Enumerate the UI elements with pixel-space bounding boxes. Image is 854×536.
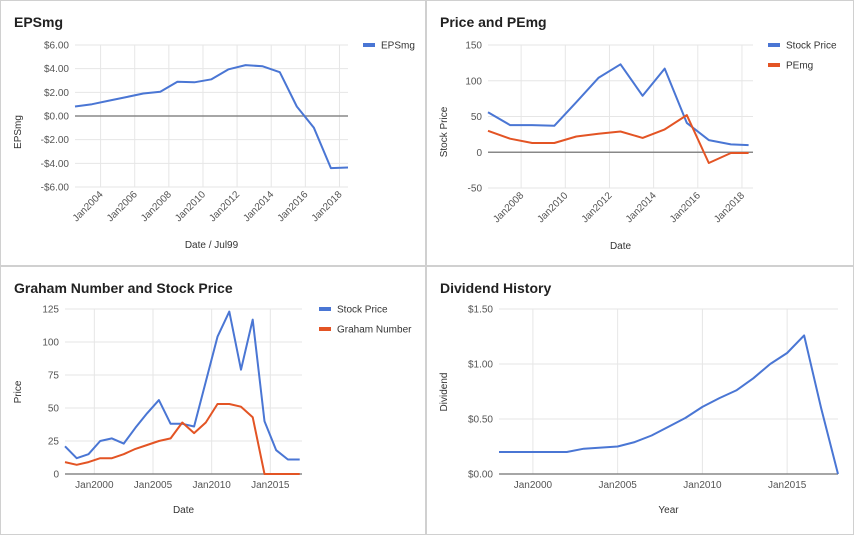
y-tick-label: 75 [48,371,60,382]
chart-title: Graham Number and Stock Price [14,280,233,296]
chart-svg: Jan2004 Jan2006 Jan2008 Jan2010 Jan2012 Jan20… [13,41,415,252]
y-axis-label: EPSmg [13,115,24,149]
chart-panel-dividend: Dividend History Jan2000 Jan2005 Jan2010 Ja… [426,266,854,535]
y-tick-label: 50 [48,404,60,415]
y-tick-label: 100 [42,338,59,349]
x-tick-label: Jan2016 [276,189,311,224]
chart-svg: Jan2008 Jan2010 Jan2012 Jan2014 Jan2016 Jan20… [439,41,837,253]
x-tick-label: Jan2000 [514,480,553,491]
legend-label: Stock Price [786,41,837,52]
y-tick-label: 25 [48,437,60,448]
x-tick-label: Jan2010 [683,480,722,491]
y-tick-label: $6.00 [44,41,69,52]
x-tick-label: Jan2015 [768,480,807,491]
series-line-epsmg [74,64,349,170]
x-axis-label: Date / Jul99 [185,240,239,251]
legend-label: Graham Number [337,325,412,336]
y-tick-label: 125 [42,305,59,316]
legend-swatch [319,307,331,311]
y-tick-label: $0.00 [44,112,69,123]
chart-title: EPSmg [14,14,64,30]
y-tick-label: 100 [465,76,482,87]
chart-panel-epsmg: EPSmg Jan2004 Jan2006 Jan2008 Jan2010 Jan201… [0,0,426,266]
chart-panel-price-pemg: Price and PEmg Jan2008 Jan2010 Jan2012 Jan2… [426,0,854,266]
legend-swatch [319,327,331,331]
x-axis-label: Date [173,505,195,516]
y-tick-label: 0 [476,148,482,159]
y-tick-label: $2.00 [44,88,69,99]
y-axis-label: Dividend [439,373,450,412]
x-tick-label: Jan2010 [173,189,208,224]
chart-title: Dividend History [440,280,552,296]
y-tick-label: $0.50 [468,415,493,426]
x-tick-label: Jan2015 [251,480,290,491]
x-tick-label: Jan2018 [310,189,345,224]
legend-swatch [768,43,780,47]
x-tick-label: Jan2014 [241,189,276,224]
y-tick-label: 50 [471,112,483,123]
x-tick-label: Jan2014 [624,190,659,225]
x-tick-label: Jan2018 [712,190,747,225]
x-tick-label: Jan2008 [491,190,526,225]
y-tick-label: $4.00 [44,64,69,75]
legend-swatch [768,63,780,67]
y-axis-label: Price [13,380,24,403]
y-tick-label: $0.00 [468,470,493,481]
x-axis-label: Year [658,505,679,516]
x-tick-label: Jan2000 [75,480,114,491]
y-tick-label: $1.00 [468,360,493,371]
series-line-pemg [487,114,749,164]
y-tick-label: -$2.00 [41,135,70,146]
y-tick-label: 150 [465,41,482,52]
series-line-stock-price [64,310,300,461]
x-tick-label: Jan2005 [134,480,173,491]
series-line-graham-number [64,403,300,475]
x-tick-label: Jan2010 [535,190,570,225]
legend-label: PEmg [786,61,813,72]
y-tick-label: -50 [468,184,483,195]
chart-svg: Jan2000 Jan2005 Jan2010 Jan2015 $1.50 $1.00 $0… [439,305,839,516]
x-tick-label: Jan2012 [580,190,615,225]
y-tick-label: -$4.00 [41,159,70,170]
y-tick-label: $1.50 [468,305,493,316]
x-tick-label: Jan2010 [192,480,231,491]
x-axis-label: Date [610,241,632,252]
legend-label: EPSmg [381,41,415,52]
series-line-dividend [499,334,839,475]
chart-svg: Jan2000 Jan2005 Jan2010 Jan2015 125 100 75 50 25… [13,305,412,517]
y-tick-label: 0 [53,470,59,481]
y-tick-label: -$6.00 [41,183,70,194]
x-tick-label: Jan2016 [668,190,703,225]
chart-title: Price and PEmg [440,14,547,30]
y-axis-label: Stock Price [439,106,450,157]
legend-swatch [363,43,375,47]
x-tick-label: Jan2006 [105,189,140,224]
legend-label: Stock Price [337,305,388,316]
chart-panel-graham: Graham Number and Stock Price Jan2000 Jan… [0,266,426,535]
x-tick-label: Jan2005 [598,480,637,491]
x-tick-label: Jan2012 [207,189,242,224]
x-tick-label: Jan2004 [71,189,106,224]
series-line-stock-price [487,63,749,147]
x-tick-label: Jan2008 [139,189,174,224]
